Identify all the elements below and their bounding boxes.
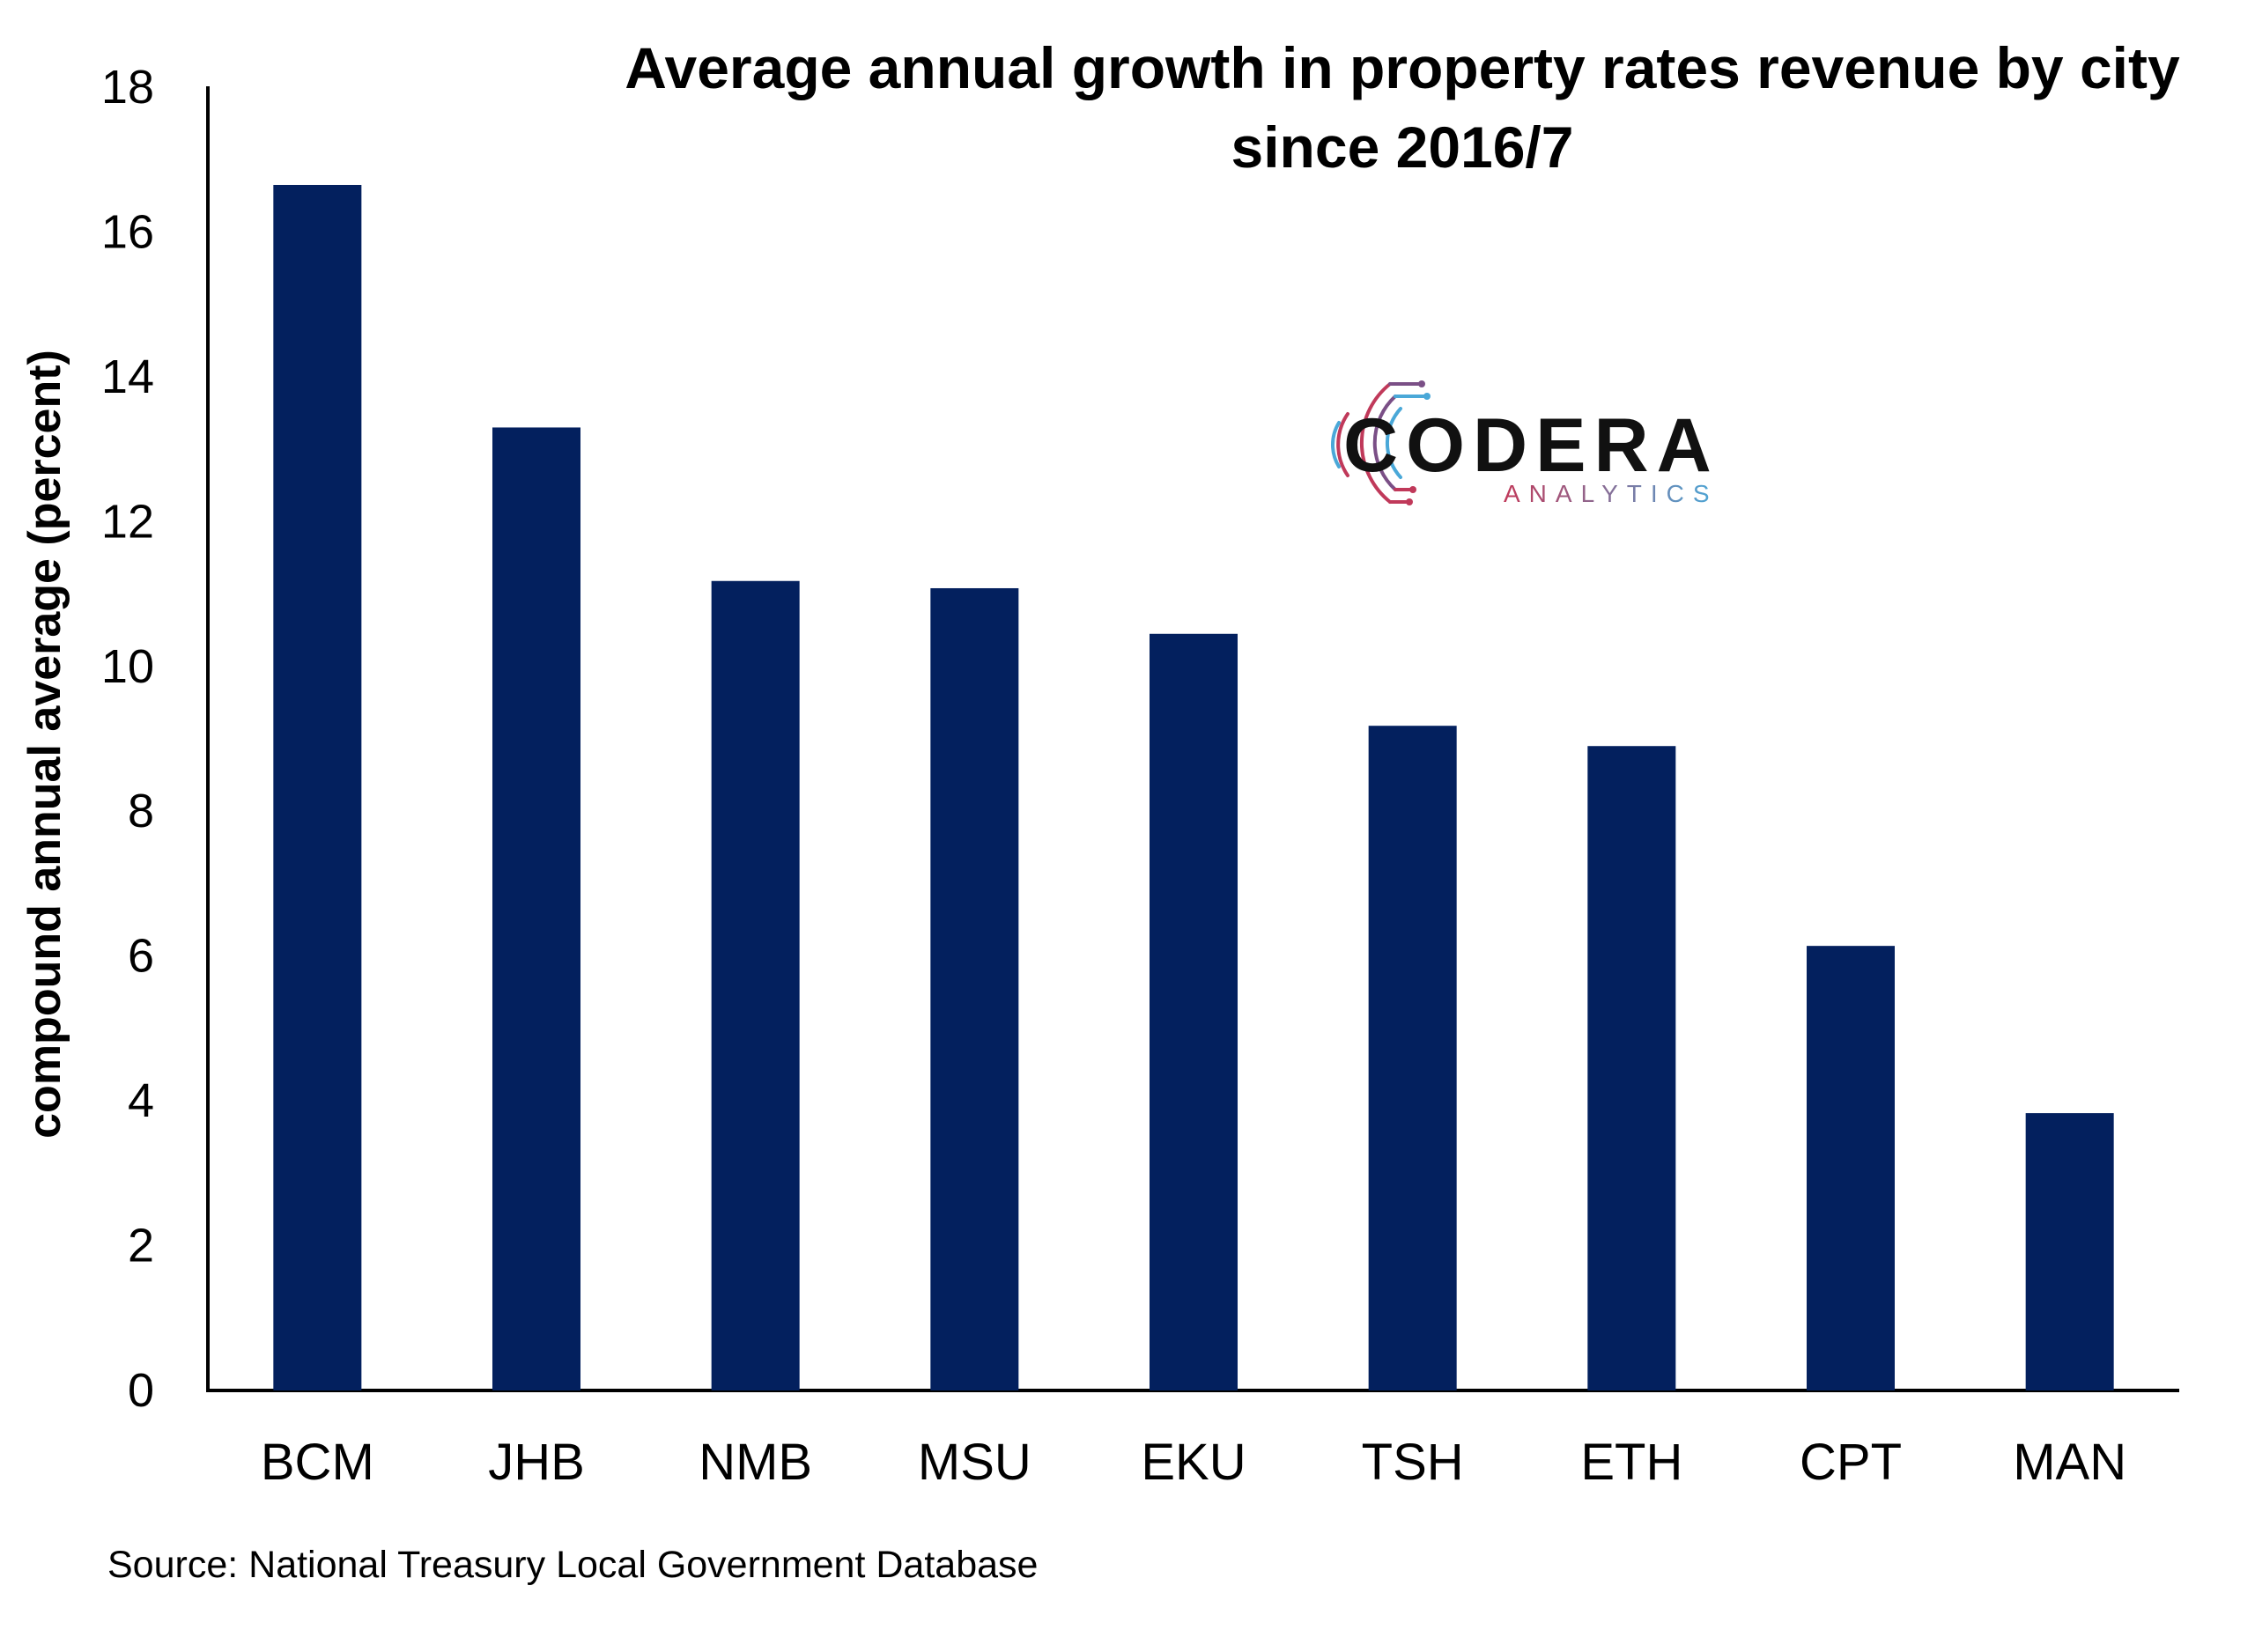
x-tick-label: TSH bbox=[1362, 1434, 1464, 1491]
chart-title-line-1: Average annual growth in property rates … bbox=[625, 35, 2180, 100]
y-tick-label: 0 bbox=[128, 1364, 154, 1417]
y-tick-label: 8 bbox=[128, 785, 154, 837]
x-tick-label: EKU bbox=[1141, 1434, 1246, 1491]
y-tick-label: 4 bbox=[128, 1074, 154, 1127]
x-tick-label: CPT bbox=[1800, 1434, 1902, 1491]
logo-circuit-icon bbox=[1330, 380, 1431, 505]
y-tick-label: 14 bbox=[101, 350, 154, 403]
y-tick-label: 12 bbox=[101, 495, 154, 548]
bar-eth bbox=[1587, 746, 1676, 1390]
bar-tsh bbox=[1368, 726, 1457, 1390]
y-tick-label: 2 bbox=[128, 1220, 154, 1272]
y-axis-label: compound annual average (percent) bbox=[19, 350, 70, 1139]
bar-msu bbox=[930, 587, 1019, 1390]
x-tick-label: ETH bbox=[1580, 1434, 1682, 1491]
x-tick-label: MAN bbox=[2013, 1434, 2126, 1491]
bar-cpt bbox=[1807, 946, 1895, 1390]
y-tick-label: 6 bbox=[128, 930, 154, 983]
x-tick-label: JHB bbox=[488, 1434, 585, 1491]
y-tick-label: 16 bbox=[101, 205, 154, 258]
bar-bcm bbox=[273, 185, 362, 1390]
y-tick-labels: 0 2 4 6 8 10 12 14 16 18 bbox=[101, 61, 154, 1417]
bar-nmb bbox=[711, 580, 800, 1390]
y-tick-label: 10 bbox=[101, 640, 154, 693]
source-note: Source: National Treasury Local Governme… bbox=[107, 1544, 1038, 1586]
bar-eku bbox=[1150, 633, 1238, 1390]
codera-logo: CODERA ANALYTICS bbox=[1330, 380, 1719, 507]
bar-jhb bbox=[492, 427, 580, 1390]
chart-title-line-2: since 2016/7 bbox=[1231, 114, 1574, 180]
x-tick-label: MSU bbox=[918, 1434, 1031, 1491]
bars bbox=[273, 185, 2114, 1390]
x-tick-labels: BCM JHB NMB MSU EKU TSH ETH CPT MAN bbox=[261, 1434, 2126, 1491]
logo-tagline-text: ANALYTICS bbox=[1504, 480, 1719, 507]
x-tick-label: NMB bbox=[699, 1434, 812, 1491]
logo-brand-text: CODERA bbox=[1343, 403, 1719, 488]
x-tick-label: BCM bbox=[261, 1434, 374, 1491]
y-tick-label: 18 bbox=[101, 61, 154, 114]
bar-man bbox=[2025, 1113, 2114, 1390]
